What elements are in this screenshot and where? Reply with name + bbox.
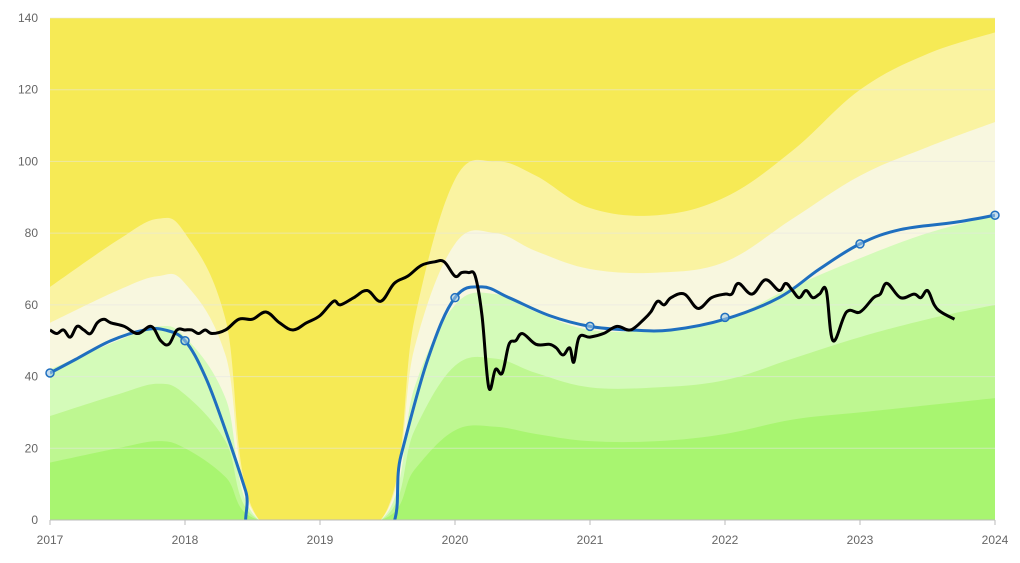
trend-marker xyxy=(720,312,730,323)
y-tick-label: 120 xyxy=(18,83,38,97)
x-tick-label: 2021 xyxy=(577,533,604,547)
price-line xyxy=(50,259,956,391)
series-layer xyxy=(50,213,995,520)
y-tick-label: 40 xyxy=(25,370,39,384)
y-tick-label: 60 xyxy=(25,298,39,312)
x-tick-label: 2018 xyxy=(172,533,199,547)
y-tick-label: 100 xyxy=(18,154,38,168)
trend-marker xyxy=(450,292,460,303)
trend-marker xyxy=(180,335,190,346)
trend-marker xyxy=(585,321,595,332)
x-tick-label: 2019 xyxy=(307,533,334,547)
y-tick-label: 20 xyxy=(25,441,39,455)
y-tick-label: 80 xyxy=(25,226,39,240)
x-tick-label: 2020 xyxy=(442,533,469,547)
trend-marker xyxy=(990,210,1000,220)
x-tick-label: 2017 xyxy=(37,533,64,547)
rainbow-bands xyxy=(50,18,995,520)
y-tick-label: 0 xyxy=(31,513,38,527)
axes: 0 20 40 60 80 100 120 140 2017 2018 2019 2020 2021 20… xyxy=(18,11,1009,547)
trend-marker xyxy=(45,368,55,378)
x-tick-label: 2023 xyxy=(847,533,874,547)
x-tick-label: 2024 xyxy=(982,533,1009,547)
x-tick-label: 2022 xyxy=(712,533,739,547)
y-tick-label: 140 xyxy=(18,11,38,25)
band-area-1 xyxy=(50,398,995,520)
trend-marker xyxy=(855,239,865,249)
trend-markers xyxy=(45,210,1000,378)
